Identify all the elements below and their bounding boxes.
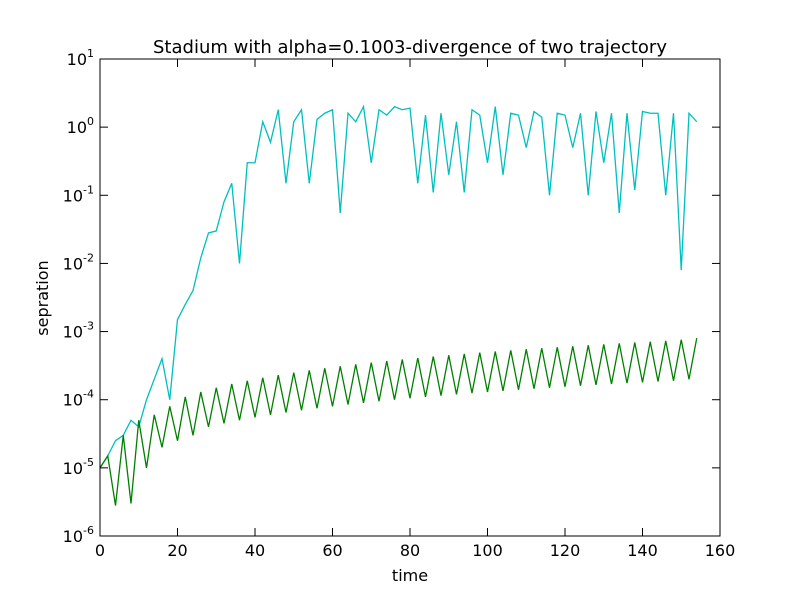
data-line [99, 104, 698, 469]
y-tick-label: 100 [67, 115, 94, 137]
y-tick-label: 101 [67, 47, 94, 69]
x-tick-label: 0 [95, 541, 105, 560]
x-tick-label: 160 [705, 541, 736, 560]
y-axis-label: sepration [33, 260, 52, 335]
x-tick-label: 80 [400, 541, 420, 560]
x-tick-label: 20 [167, 541, 187, 560]
data-line [99, 338, 698, 506]
y-tick-label: 10-1 [63, 183, 94, 205]
y-tick-label: 10-5 [63, 456, 94, 478]
y-tick-label: 10-6 [63, 524, 94, 546]
x-tick-label: 40 [245, 541, 265, 560]
y-tick-label: 10-2 [63, 251, 94, 273]
x-axis-label: time [392, 566, 428, 585]
x-tick-label: 100 [472, 541, 503, 560]
x-tick-label: 120 [550, 541, 581, 560]
y-tick-label: 10-4 [63, 388, 94, 410]
x-tick-label: 140 [627, 541, 658, 560]
y-tick-label: 10-3 [63, 320, 94, 342]
chart-title: Stadium with alpha=0.1003-divergence of … [153, 37, 667, 58]
x-tick-label: 60 [322, 541, 342, 560]
